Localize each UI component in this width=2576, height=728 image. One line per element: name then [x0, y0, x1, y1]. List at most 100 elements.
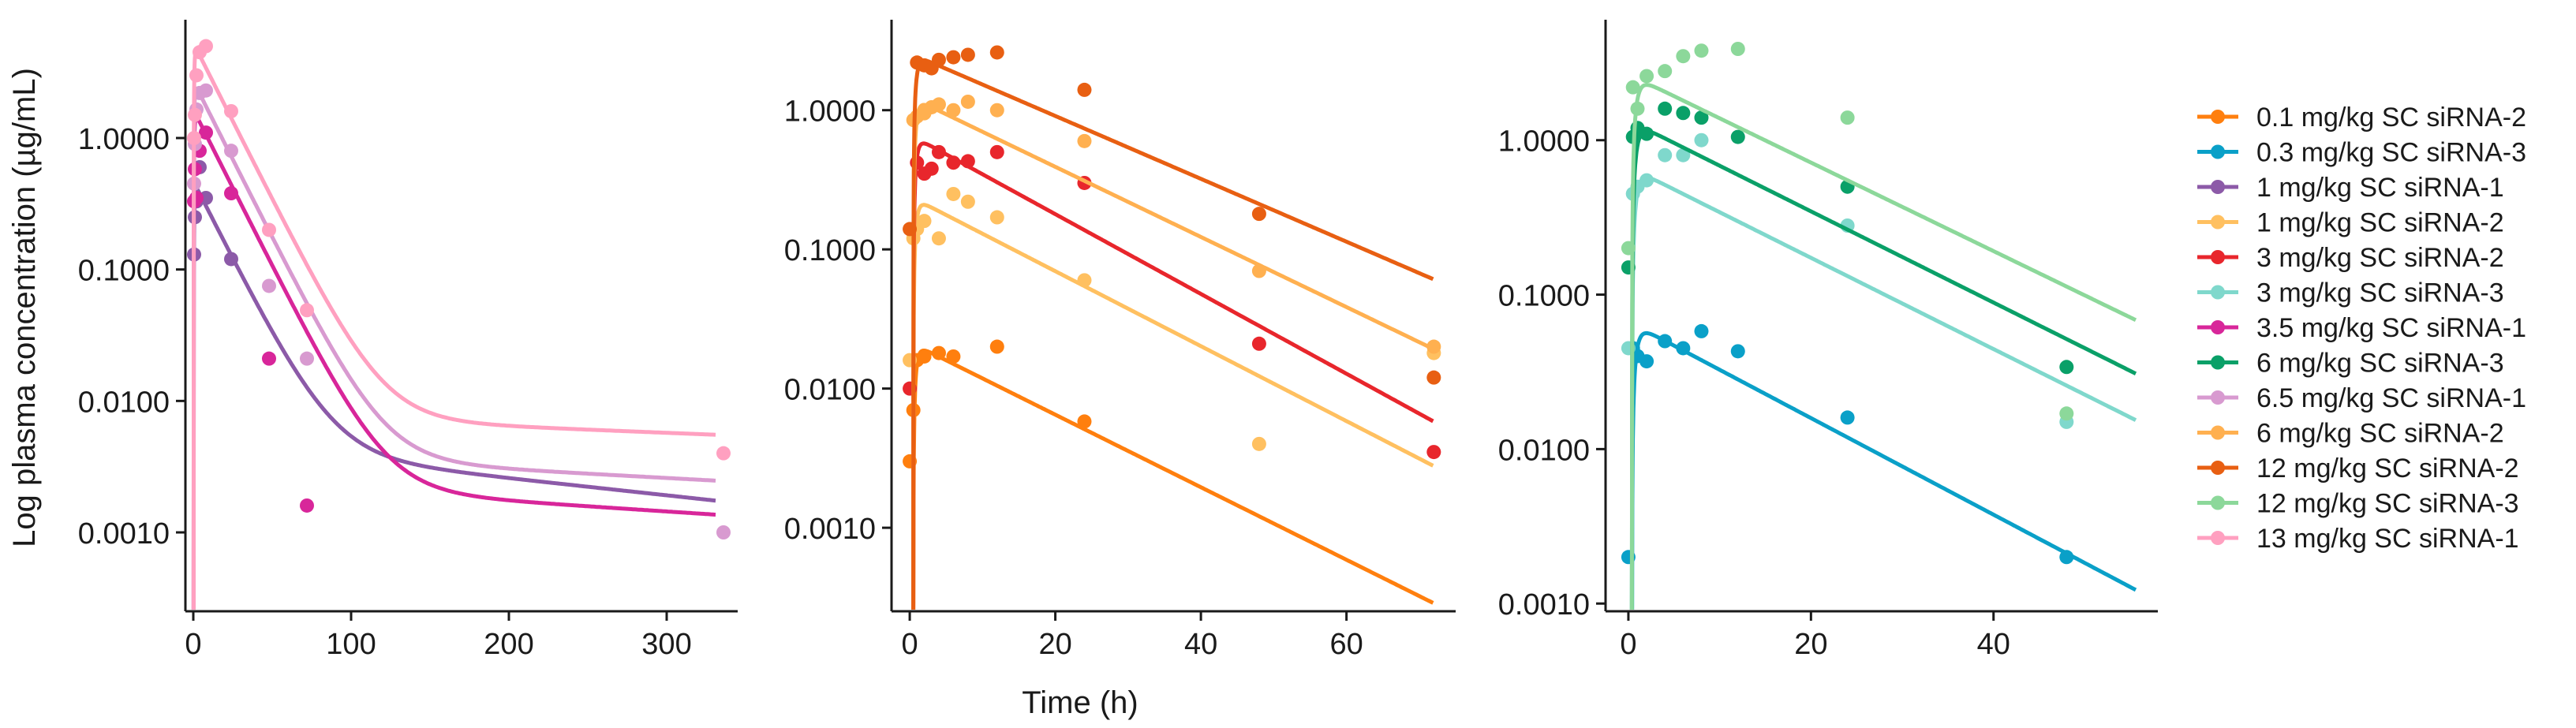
data-point — [1251, 263, 1266, 278]
x-tick-label: 40 — [1977, 628, 2010, 661]
data-point — [960, 154, 975, 169]
data-point — [224, 144, 238, 159]
legend-swatch-point — [2211, 180, 2225, 194]
x-tick-label: 20 — [1794, 628, 1827, 661]
data-point — [189, 68, 204, 83]
data-point — [1077, 273, 1092, 288]
y-tick-label: 0.0010 — [1498, 588, 1590, 622]
data-point — [1251, 436, 1266, 451]
data-point — [1251, 207, 1266, 222]
data-point — [199, 83, 213, 98]
data-point — [1658, 334, 1673, 349]
data-point — [1730, 344, 1745, 359]
legend-label: 3 mg/kg SC siRNA-3 — [2256, 278, 2504, 308]
data-point — [199, 39, 213, 54]
y-tick-label: 1.0000 — [1498, 125, 1590, 159]
legend-label: 12 mg/kg SC siRNA-3 — [2256, 489, 2519, 519]
data-point — [1426, 370, 1441, 385]
data-point — [946, 186, 961, 201]
legend-item: 3 mg/kg SC siRNA-3 — [2197, 278, 2504, 308]
plot-area — [903, 45, 1441, 610]
fit-line — [1629, 129, 2137, 610]
data-point — [960, 47, 975, 62]
legend-swatch-point — [2211, 390, 2225, 405]
legend-swatch-point — [2211, 285, 2225, 300]
data-point — [300, 498, 314, 513]
x-tick-label: 200 — [484, 628, 533, 661]
data-point — [931, 345, 946, 360]
data-point — [262, 351, 276, 366]
legend-label: 0.3 mg/kg SC siRNA-3 — [2256, 138, 2526, 168]
data-point — [1621, 241, 1636, 256]
data-point — [2059, 406, 2074, 421]
legend-item: 13 mg/kg SC siRNA-1 — [2197, 524, 2519, 554]
data-point — [1639, 173, 1654, 188]
fit-line — [1630, 330, 2137, 610]
data-point — [262, 222, 276, 237]
data-point — [224, 252, 238, 267]
data-point — [946, 103, 961, 118]
data-point — [1658, 64, 1673, 79]
x-tick-label: 20 — [1038, 628, 1071, 661]
legend-swatch-point — [2211, 215, 2225, 230]
legend-swatch-point — [2211, 110, 2225, 124]
data-point — [903, 222, 918, 237]
data-point — [1676, 341, 1691, 356]
plot-area — [187, 39, 731, 610]
y-tick-label: 1.0000 — [784, 95, 876, 129]
legend-swatch-point — [2211, 495, 2225, 510]
data-point — [1426, 339, 1441, 354]
fit-line — [1629, 175, 2137, 610]
fit-line — [911, 103, 1434, 610]
y-tick-label: 0.0100 — [1498, 434, 1590, 467]
y-tick-label: 0.1000 — [78, 255, 170, 288]
legend-label: 6 mg/kg SC siRNA-3 — [2256, 349, 2504, 379]
legend-swatch-point — [2211, 531, 2225, 545]
fit-line — [911, 141, 1434, 610]
data-point — [1630, 101, 1645, 116]
legend-swatch-point — [2211, 461, 2225, 475]
data-point — [1426, 445, 1441, 460]
data-point — [1251, 336, 1266, 351]
data-point — [187, 131, 201, 145]
y-tick-label: 0.0010 — [784, 513, 876, 546]
data-point — [224, 186, 238, 201]
legend-item: 12 mg/kg SC siRNA-3 — [2197, 489, 2519, 519]
data-point — [1658, 101, 1673, 116]
legend-label: 1 mg/kg SC siRNA-2 — [2256, 208, 2504, 238]
data-point — [1077, 414, 1092, 429]
data-point — [199, 125, 213, 140]
legend-label: 6 mg/kg SC siRNA-2 — [2256, 419, 2504, 449]
data-point — [189, 190, 204, 205]
data-point — [716, 446, 731, 461]
data-point — [1730, 41, 1745, 56]
data-point — [931, 144, 946, 159]
x-tick-label: 0 — [901, 628, 918, 661]
data-point — [1639, 126, 1654, 141]
y-axis-label: Log plasma concentration (µg/mL) — [7, 68, 42, 547]
data-point — [946, 349, 961, 364]
legend-item: 6 mg/kg SC siRNA-2 — [2197, 419, 2504, 449]
x-tick-label: 60 — [1329, 628, 1363, 661]
legend-item: 6 mg/kg SC siRNA-3 — [2197, 349, 2504, 379]
data-point — [924, 161, 939, 176]
legend-label: 1 mg/kg SC siRNA-1 — [2256, 173, 2504, 203]
data-point — [960, 94, 975, 109]
data-point — [1639, 354, 1654, 369]
data-point — [1676, 147, 1691, 162]
data-point — [716, 525, 731, 539]
data-point — [960, 194, 975, 209]
data-point — [1694, 43, 1709, 58]
data-point — [917, 349, 932, 364]
data-point — [262, 278, 276, 293]
fit-line — [191, 86, 716, 610]
data-point — [300, 303, 314, 318]
data-point — [1694, 133, 1709, 147]
data-point — [1730, 129, 1745, 144]
fit-line — [911, 203, 1434, 610]
legend-item: 6.5 mg/kg SC siRNA-1 — [2197, 383, 2526, 413]
data-point — [1077, 133, 1092, 148]
legend-item: 1 mg/kg SC siRNA-2 — [2197, 208, 2504, 238]
data-point — [946, 50, 961, 65]
